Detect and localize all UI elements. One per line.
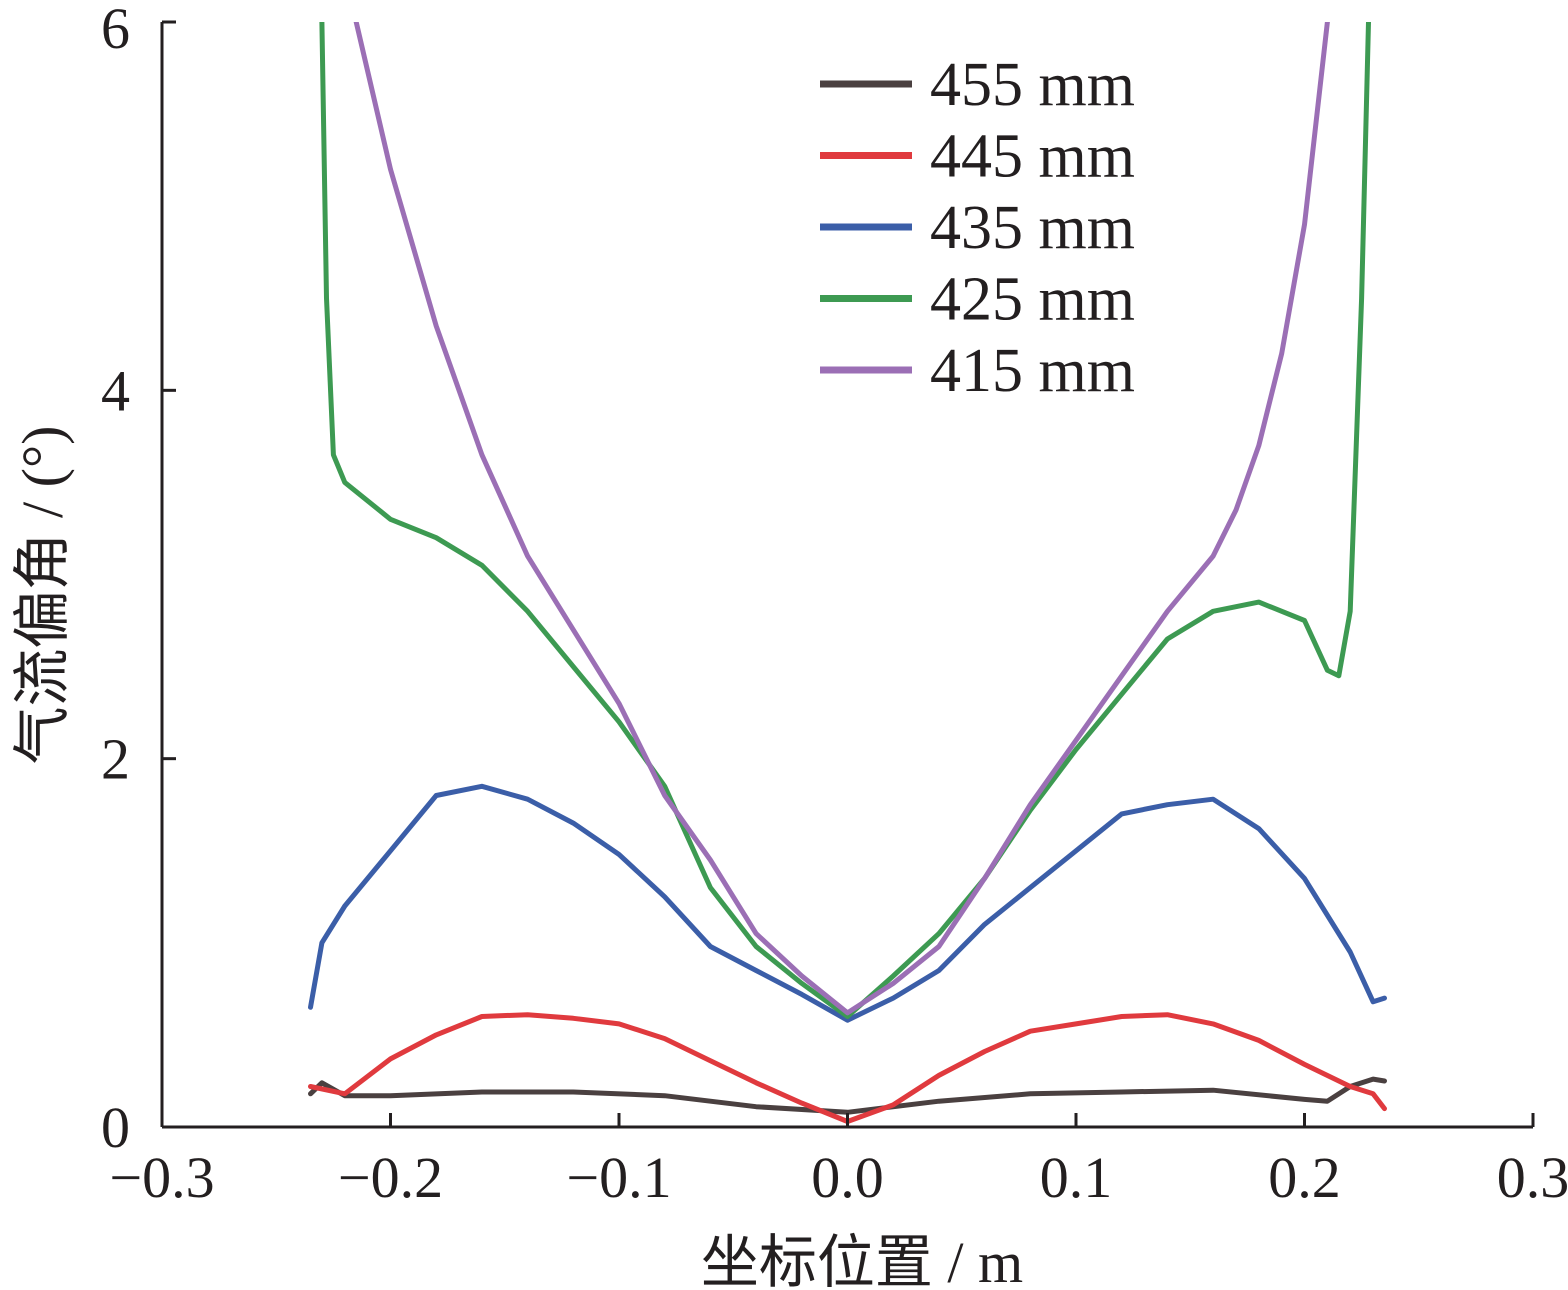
series-line-435-mm [308,783,1387,1023]
legend-label: 435 mm [930,194,1135,262]
series-line-425-mm [319,22,1371,1019]
y-tick-label: 6 [101,0,130,61]
series-layer [308,22,1387,1124]
x-tick-label: 0.0 [811,1145,884,1210]
x-ticks: −0.3 −0.2 −0.1 0.0 0.1 0.2 0.3 [109,1113,1568,1210]
legend-label: 425 mm [930,266,1135,334]
series-line-455-mm [308,1076,1387,1115]
axes [160,22,1533,1129]
x-tick-label: 0.2 [1268,1145,1341,1210]
x-tick-label: 0.1 [1040,1145,1113,1210]
x-tick-label: −0.3 [109,1145,214,1210]
legend-label: 455 mm [930,51,1135,119]
y-axis-title: 气流偏角 / (°) [10,426,75,765]
legend-label: 445 mm [930,123,1135,191]
y-tick-label: 0 [101,1095,130,1160]
y-ticks: 0 2 4 6 [101,0,176,1160]
x-tick-label: −0.1 [566,1145,671,1210]
legend-label: 415 mm [930,337,1135,405]
y-tick-label: 4 [101,358,130,423]
x-tick-label: 0.3 [1497,1145,1568,1210]
x-axis-title: 坐标位置 / m [701,1230,1023,1290]
y-tick-label: 2 [101,727,130,792]
series-line-445-mm [308,1012,1387,1124]
series-line-415-mm [353,22,1330,1016]
x-tick-label: −0.2 [338,1145,443,1210]
